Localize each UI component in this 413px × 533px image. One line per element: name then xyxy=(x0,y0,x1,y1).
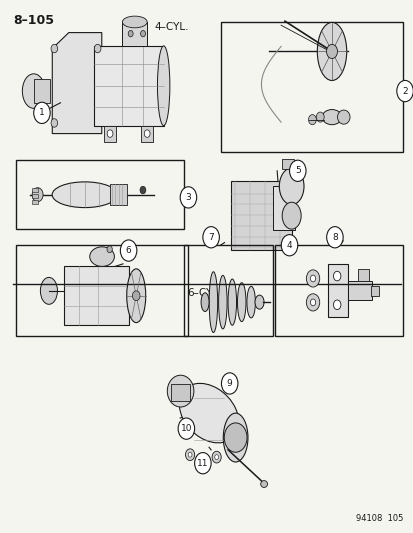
Bar xyxy=(274,245,402,336)
Ellipse shape xyxy=(228,279,236,325)
Circle shape xyxy=(107,246,112,253)
Circle shape xyxy=(308,115,316,125)
Bar xyxy=(272,187,295,230)
Circle shape xyxy=(214,455,218,459)
Ellipse shape xyxy=(316,22,346,80)
Circle shape xyxy=(144,130,150,138)
Ellipse shape xyxy=(157,46,169,126)
Ellipse shape xyxy=(260,481,267,488)
Circle shape xyxy=(132,291,140,301)
Ellipse shape xyxy=(90,247,114,266)
Circle shape xyxy=(185,449,194,461)
Bar xyxy=(184,245,272,336)
Bar xyxy=(370,286,378,296)
Bar xyxy=(141,126,153,142)
Bar xyxy=(32,194,38,198)
Ellipse shape xyxy=(167,375,193,407)
Circle shape xyxy=(310,299,315,306)
Bar xyxy=(93,46,163,126)
Circle shape xyxy=(94,44,101,53)
Bar xyxy=(327,264,347,317)
Bar xyxy=(282,159,293,169)
Text: 2: 2 xyxy=(401,86,407,95)
Ellipse shape xyxy=(282,202,300,229)
Circle shape xyxy=(33,102,50,124)
Circle shape xyxy=(188,452,192,457)
Circle shape xyxy=(310,275,315,282)
Text: 3: 3 xyxy=(185,193,191,202)
Bar xyxy=(17,245,188,336)
Bar xyxy=(33,79,50,103)
Text: 9: 9 xyxy=(226,379,232,388)
Ellipse shape xyxy=(40,277,57,304)
Circle shape xyxy=(326,44,337,59)
Ellipse shape xyxy=(279,168,303,205)
Polygon shape xyxy=(52,33,102,134)
Text: 7: 7 xyxy=(208,233,214,242)
Ellipse shape xyxy=(218,276,227,329)
Bar xyxy=(110,184,126,205)
Ellipse shape xyxy=(22,74,45,108)
Text: 6: 6 xyxy=(126,246,131,255)
Circle shape xyxy=(128,30,133,37)
Circle shape xyxy=(224,423,247,452)
Circle shape xyxy=(140,30,145,37)
Text: 1: 1 xyxy=(39,108,45,117)
Text: 5: 5 xyxy=(294,166,300,175)
Circle shape xyxy=(178,418,194,439)
Text: 11: 11 xyxy=(197,459,208,467)
Ellipse shape xyxy=(52,182,117,207)
Text: 94108  105: 94108 105 xyxy=(355,514,402,523)
Bar xyxy=(230,181,291,250)
Ellipse shape xyxy=(201,293,209,311)
Circle shape xyxy=(180,187,196,208)
Bar xyxy=(171,384,190,401)
Ellipse shape xyxy=(126,269,145,322)
Text: 8: 8 xyxy=(331,233,337,242)
Ellipse shape xyxy=(179,383,238,443)
Circle shape xyxy=(140,187,145,194)
Text: 8–105: 8–105 xyxy=(13,14,54,27)
Ellipse shape xyxy=(321,110,341,125)
Bar xyxy=(357,269,368,281)
Circle shape xyxy=(280,235,297,256)
Circle shape xyxy=(316,112,323,122)
Ellipse shape xyxy=(122,16,147,28)
Text: 4–CYL.: 4–CYL. xyxy=(154,22,189,33)
Circle shape xyxy=(120,240,137,261)
Ellipse shape xyxy=(254,295,263,309)
Text: 4: 4 xyxy=(286,241,292,250)
Ellipse shape xyxy=(246,286,255,318)
Circle shape xyxy=(107,130,113,138)
Circle shape xyxy=(51,119,57,127)
Bar xyxy=(221,22,402,152)
Circle shape xyxy=(332,271,340,281)
Circle shape xyxy=(326,227,342,248)
Text: 6–CYL.: 6–CYL. xyxy=(187,288,222,298)
Bar xyxy=(32,188,38,192)
Circle shape xyxy=(289,160,305,181)
Ellipse shape xyxy=(237,282,245,321)
Bar xyxy=(122,22,147,46)
Bar xyxy=(347,281,372,300)
Ellipse shape xyxy=(337,110,349,124)
Bar xyxy=(104,126,116,142)
Bar xyxy=(17,160,184,229)
Circle shape xyxy=(194,453,211,474)
Circle shape xyxy=(202,227,219,248)
Ellipse shape xyxy=(32,188,43,202)
Circle shape xyxy=(396,80,412,102)
Text: 10: 10 xyxy=(180,424,192,433)
Circle shape xyxy=(51,44,57,53)
Ellipse shape xyxy=(209,272,217,333)
Circle shape xyxy=(332,300,340,310)
Circle shape xyxy=(221,373,237,394)
Ellipse shape xyxy=(223,413,247,462)
Circle shape xyxy=(211,451,221,463)
Bar xyxy=(32,200,38,204)
Circle shape xyxy=(306,294,319,311)
Bar xyxy=(64,266,128,325)
Circle shape xyxy=(306,270,319,287)
